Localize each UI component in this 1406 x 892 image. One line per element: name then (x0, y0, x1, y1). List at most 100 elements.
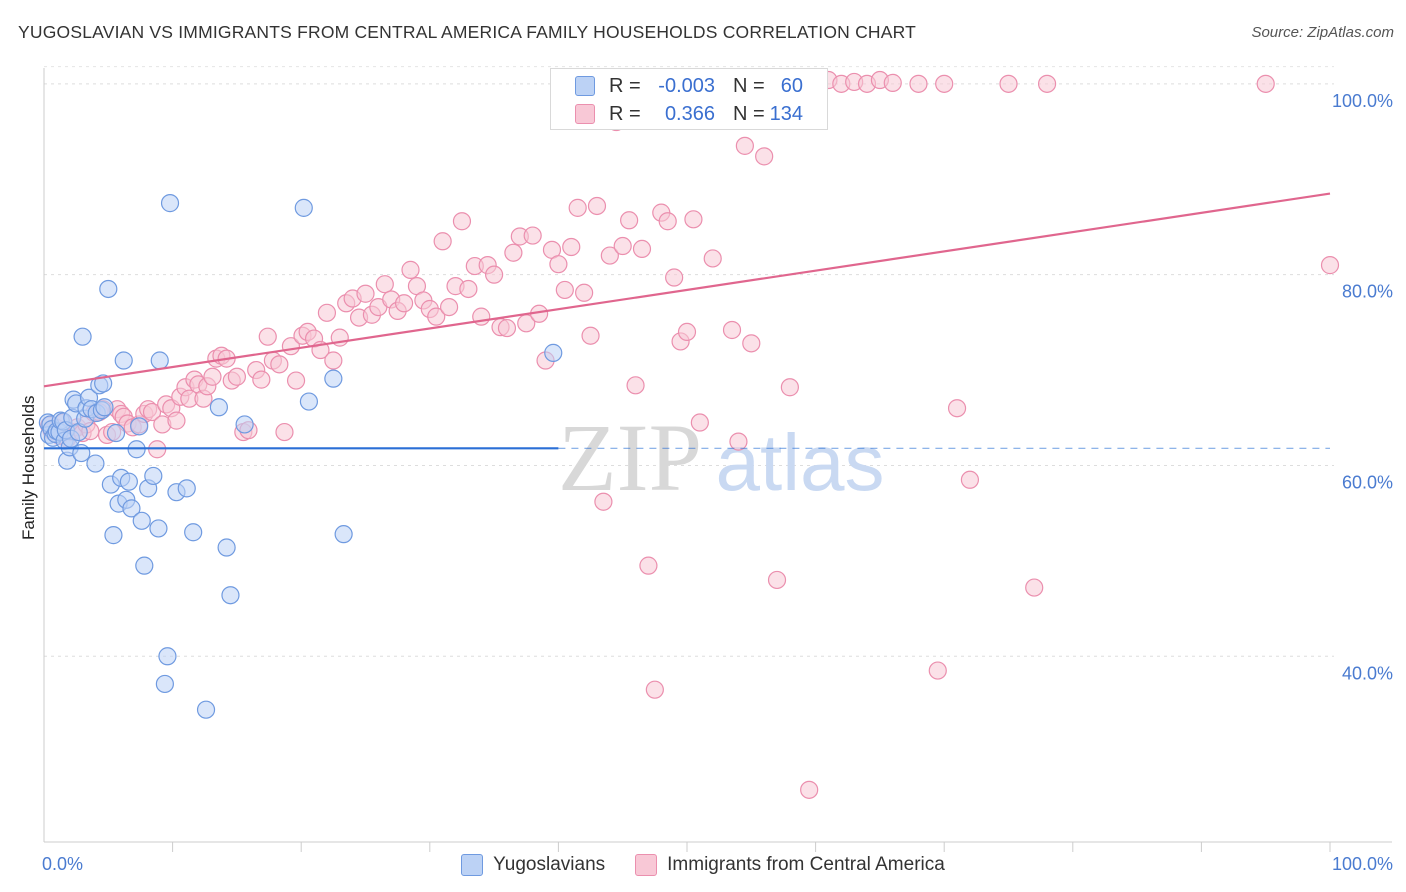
point-yugoslavians (130, 417, 149, 436)
point-yugoslavians (99, 279, 118, 299)
stats-legend: R = -0.003 N = 60 R = 0.366 N = 134 (550, 68, 828, 130)
point-immigrants (742, 334, 761, 353)
point-immigrants (613, 236, 632, 256)
point-immigrants (227, 367, 246, 386)
point-immigrants (523, 226, 542, 245)
point-immigrants (665, 268, 684, 287)
point-yugoslavians (294, 198, 313, 217)
gridlines (44, 66, 1334, 657)
stats-n-value: 134 (769, 102, 803, 125)
point-immigrants (581, 326, 600, 345)
point-yugoslavians (132, 511, 151, 530)
point-immigrants (587, 196, 607, 216)
point-immigrants (632, 239, 652, 258)
x-tick-label: 0.0% (42, 854, 83, 874)
point-yugoslavians (135, 556, 154, 575)
point-immigrants (324, 351, 343, 370)
point-immigrants (459, 279, 478, 299)
point-immigrants (356, 284, 375, 303)
point-immigrants (883, 73, 902, 92)
legend-swatch-pink (635, 854, 658, 876)
trend-line-immigrants (43, 192, 1331, 388)
legend-swatch-blue (461, 854, 484, 876)
point-immigrants (394, 294, 414, 313)
point-immigrants (928, 661, 947, 680)
x-tick-label: 100.0% (1332, 854, 1393, 874)
point-yugoslavians (72, 443, 91, 463)
point-immigrants (497, 318, 517, 338)
series-legend: Yugoslavians Immigrants from Central Ame… (0, 852, 1406, 878)
axes (43, 68, 1392, 852)
point-immigrants (375, 275, 394, 294)
y-tick-label: 40.0% (1342, 663, 1393, 683)
point-immigrants (401, 260, 420, 279)
point-immigrants (452, 212, 472, 231)
stats-r-value: -0.003 (658, 74, 715, 97)
point-immigrants (594, 492, 613, 511)
point-yugoslavians (150, 351, 169, 370)
stats-swatch-blue (575, 76, 595, 96)
point-yugoslavians (334, 525, 353, 544)
point-yugoslavians (94, 374, 113, 393)
point-immigrants (684, 210, 703, 229)
point-immigrants (286, 371, 306, 390)
point-immigrants (1256, 74, 1275, 93)
point-yugoslavians (106, 423, 126, 443)
watermark-zip: ZIP (558, 404, 702, 511)
point-immigrants (1320, 256, 1340, 275)
point-yugoslavians (209, 398, 228, 417)
point-immigrants (645, 680, 664, 699)
stats-r-label: R = (609, 74, 641, 97)
point-immigrants (626, 376, 645, 395)
watermark-atlas: atlas (716, 418, 885, 507)
point-yugoslavians (114, 351, 133, 370)
series-yugoslavians-points (38, 194, 563, 719)
point-immigrants (677, 322, 697, 342)
point-immigrants (270, 355, 289, 374)
point-immigrants (485, 265, 504, 284)
point-yugoslavians (544, 343, 563, 362)
point-immigrants (729, 432, 748, 451)
point-immigrants (639, 556, 658, 575)
point-immigrants (562, 237, 581, 257)
point-immigrants (252, 370, 271, 389)
point-yugoslavians (217, 538, 236, 557)
point-immigrants (800, 780, 819, 799)
stats-r-label: R = (609, 102, 641, 125)
y-tick-label: 60.0% (1342, 472, 1393, 492)
point-immigrants (275, 422, 294, 442)
point-immigrants (620, 211, 639, 230)
point-immigrants (568, 198, 587, 217)
legend-label-immigrants: Immigrants from Central America (667, 854, 945, 875)
point-immigrants (142, 402, 162, 422)
point-immigrants (433, 232, 452, 251)
stats-n-label: N = (733, 102, 765, 125)
point-immigrants (767, 570, 787, 590)
point-immigrants (960, 470, 980, 489)
y-axis-label: Family Households (19, 395, 38, 540)
point-yugoslavians (221, 586, 240, 605)
point-yugoslavians (95, 398, 114, 417)
point-immigrants (549, 255, 568, 274)
stats-swatch-pink (575, 104, 595, 124)
point-immigrants (1037, 74, 1057, 93)
point-immigrants (690, 413, 709, 432)
point-immigrants (735, 136, 754, 155)
point-immigrants (555, 280, 574, 300)
point-yugoslavians (235, 415, 254, 434)
point-immigrants (167, 411, 186, 430)
source-credit: Source: ZipAtlas.com (1251, 24, 1394, 41)
point-yugoslavians (104, 526, 123, 545)
legend-item-immigrants[interactable]: Immigrants from Central America (635, 854, 945, 876)
point-immigrants (439, 297, 459, 317)
legend-item-yugoslavians[interactable]: Yugoslavians (461, 854, 605, 876)
y-tick-label: 100.0% (1332, 91, 1393, 111)
point-yugoslavians (119, 472, 138, 491)
point-immigrants (947, 399, 967, 418)
point-immigrants (909, 74, 928, 93)
point-yugoslavians (149, 519, 168, 538)
series-immigrants-points (40, 70, 1340, 799)
point-immigrants (935, 74, 954, 93)
point-yugoslavians (324, 369, 343, 388)
